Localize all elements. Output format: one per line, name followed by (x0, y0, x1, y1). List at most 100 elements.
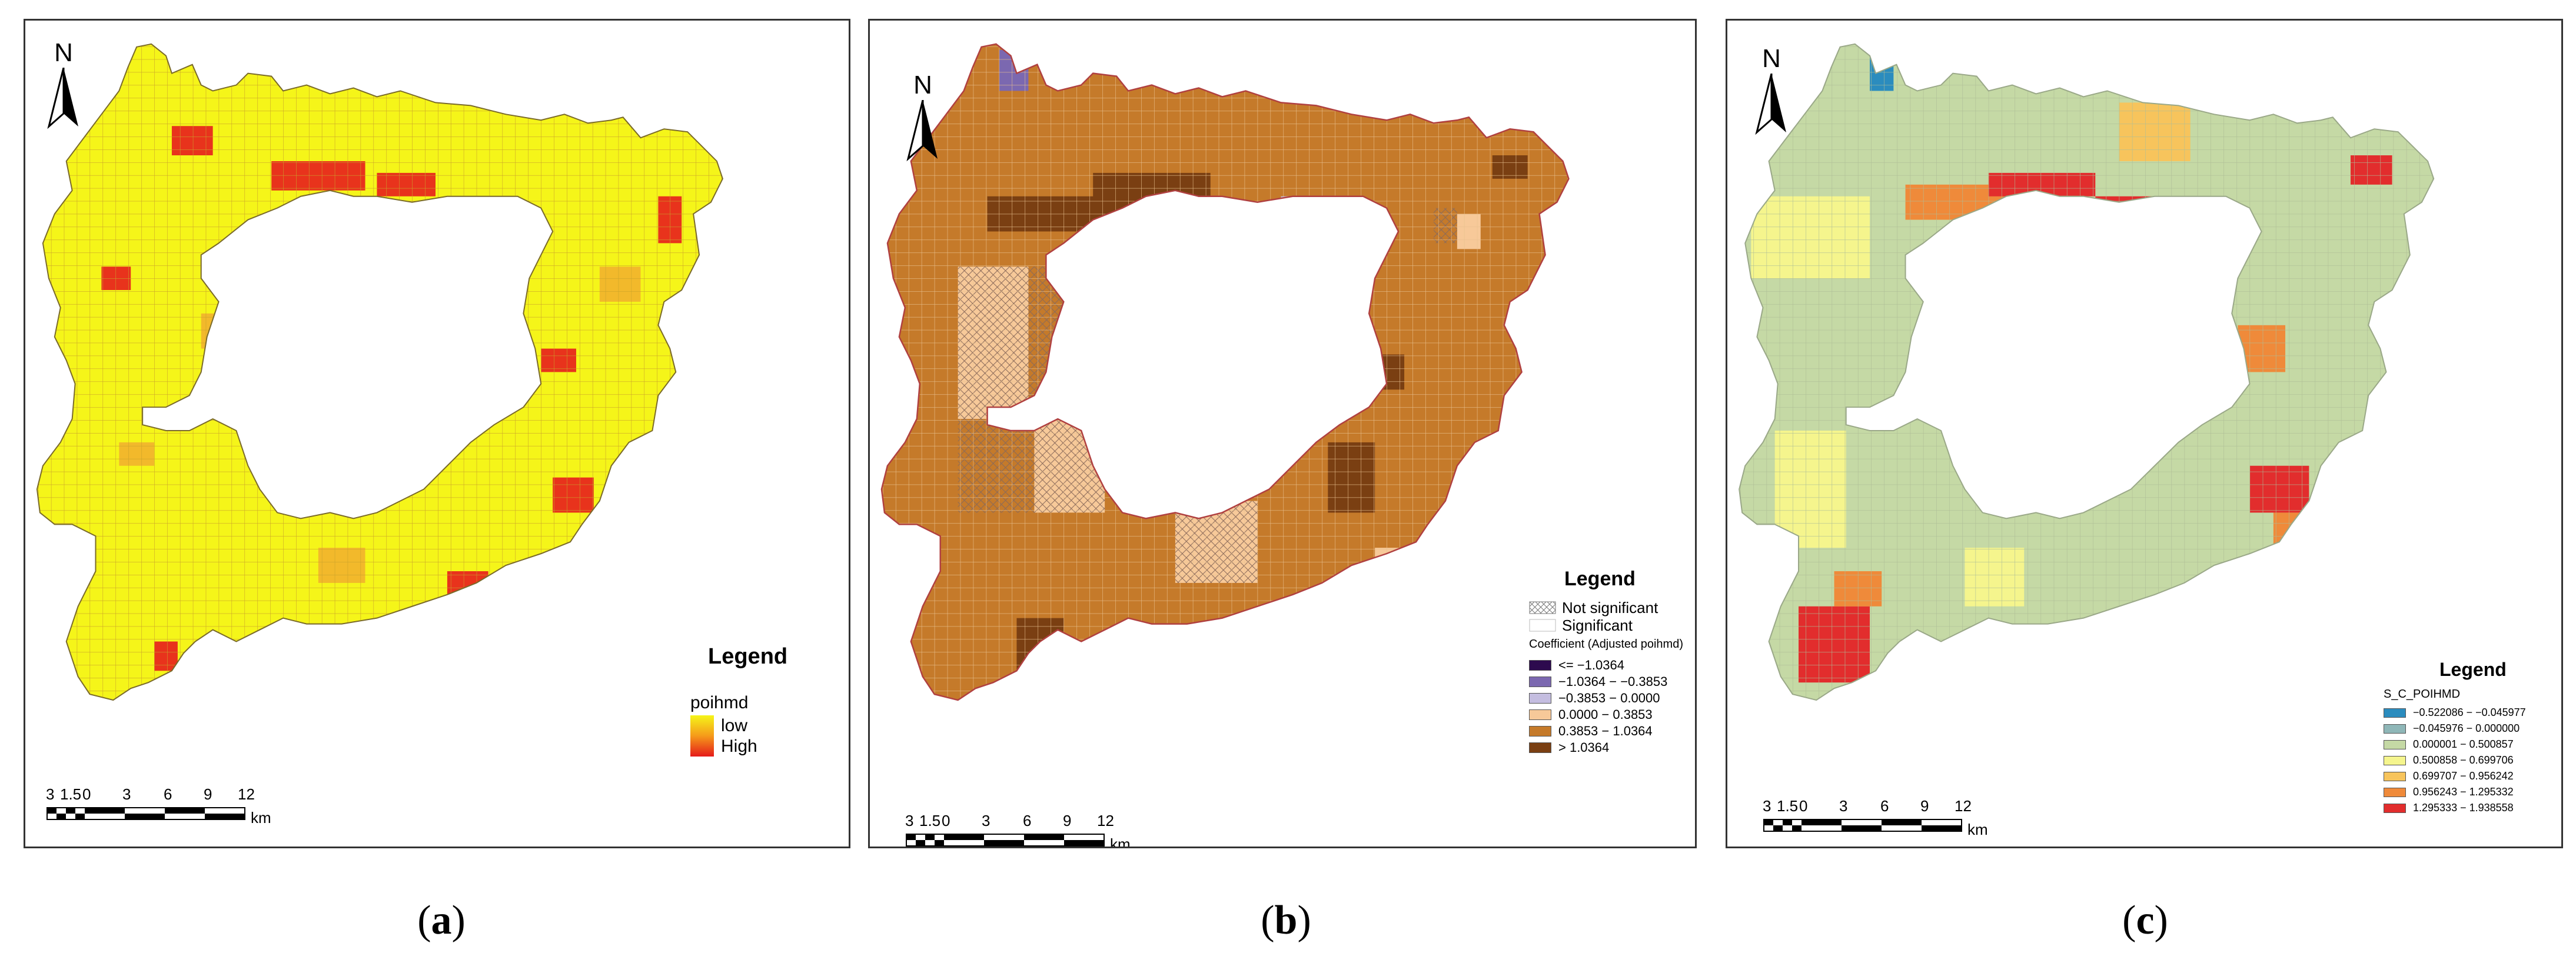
caption-letter: a (431, 898, 452, 943)
legend-a: Legend poihmd low High (690, 644, 787, 757)
legend-field: S_C_POIHMD (2384, 688, 2461, 701)
hatch-swatch (1529, 601, 1556, 614)
scale-bar-graphic (46, 807, 245, 820)
scale-bar-graphic (1763, 819, 1962, 832)
scale-unit: km (251, 809, 271, 827)
legend-swatch (2384, 787, 2406, 797)
scale-tick: 6 (1023, 812, 1032, 829)
legend-entry: 0.0000 − 0.3853 (1529, 707, 1683, 723)
scale-tick: 1.5 (1777, 797, 1799, 815)
legend-entry-low: low (721, 716, 748, 735)
scale-tick: 9 (1063, 812, 1072, 829)
legend-not-significant: Not significant (1529, 599, 1683, 617)
legend-swatch (2384, 771, 2406, 781)
legend-field: Coefficient (Adjusted poihmd) (1529, 638, 1683, 651)
legend-swatch (1529, 726, 1551, 737)
legend-label: Not significant (1562, 598, 1658, 617)
legend-entry: 1.295333 − 1.938558 (2384, 800, 2526, 816)
scale-bar-b: 3 1.5 0 3 6 9 12 km (905, 812, 1152, 848)
legend-label: −1.0364 − −0.3853 (1558, 674, 1668, 689)
legend-label: 0.0000 − 0.3853 (1558, 707, 1653, 722)
legend-field: poihmd (690, 693, 749, 712)
scale-bar-c: 3 1.5 0 3 6 9 12 km (1763, 797, 2010, 847)
scale-tick: 0 (942, 812, 950, 829)
scale-tick: 3 (122, 785, 131, 803)
legend-swatch (1529, 693, 1551, 704)
legend-significant: Significant (1529, 617, 1683, 634)
scale-tick: 3 (1763, 797, 1771, 815)
legend-label: 0.500858 − 0.699706 (2413, 754, 2514, 766)
scale-unit: km (1110, 835, 1131, 848)
legend-entries: <= −1.0364 −1.0364 − −0.3853 −0.3853 − 0.0… (1529, 657, 1683, 756)
legend-entry: 0.3853 − 1.0364 (1529, 723, 1683, 739)
scale-tick: 6 (164, 785, 172, 803)
not-significant-hatch (1105, 336, 1175, 408)
map-c-svg (1739, 43, 2435, 701)
legend-b: Legend Not significant Significant Coeff… (1529, 568, 1683, 756)
north-arrow-a: N (43, 38, 84, 132)
legend-entry: 0.500858 − 0.699706 (2384, 752, 2526, 768)
north-arrow-b: N (902, 71, 943, 165)
map-panel-a: N 3 1.5 0 3 6 9 12 km Legend poihmd (24, 19, 850, 848)
blank-swatch (1529, 619, 1556, 632)
legend-swatch (1529, 709, 1551, 720)
scale-bar-a: 3 1.5 0 3 6 9 12 km (46, 785, 293, 838)
legend-ramp: low High (690, 715, 787, 757)
scale-tick: 12 (1955, 797, 1972, 815)
scale-unit: km (1967, 821, 1988, 838)
legend-label: −0.522086 − −0.045977 (2413, 707, 2526, 718)
map-b-svg (880, 43, 1570, 701)
north-arrow-icon (906, 100, 938, 162)
caption-letter: b (1274, 898, 1298, 943)
scale-tick: 6 (1880, 797, 1889, 815)
legend-entry: −1.0364 − −0.3853 (1529, 674, 1683, 690)
legend-title: Legend (1564, 568, 1636, 590)
north-arrow-c: N (1751, 44, 1792, 138)
map-cell-cluster (2000, 231, 2019, 255)
color-ramp-swatch (690, 715, 714, 757)
scale-tick: 3 (46, 785, 55, 803)
legend-swatch (1529, 660, 1551, 671)
legend-entry: −0.522086 − −0.045977 (2384, 705, 2526, 721)
north-arrow-icon (47, 68, 78, 129)
scale-tick: 3 (905, 812, 914, 829)
legend-label: −0.045976 − 0.000000 (2413, 722, 2520, 734)
legend-entry-high: High (721, 737, 757, 756)
legend-label: <= −1.0364 (1558, 658, 1624, 672)
legend-c: Legend S_C_POIHMD −0.522086 − −0.045977−… (2384, 659, 2526, 816)
legend-label: 0.956243 − 1.295332 (2413, 786, 2514, 798)
legend-swatch (2384, 708, 2406, 718)
scale-tick: 0 (82, 785, 91, 803)
north-label: N (54, 38, 73, 67)
north-arrow-icon (1755, 74, 1786, 135)
map-panel-c: N 3 1.5 0 3 6 9 12 km Legend S_C_POIHMD … (1726, 19, 2563, 848)
legend-swatch (1529, 677, 1551, 687)
legend-entry: 0.699707 − 0.956242 (2384, 768, 2526, 784)
legend-entry: 0.956243 − 1.295332 (2384, 784, 2526, 800)
legend-entry: −0.3853 − 0.0000 (1529, 690, 1683, 707)
scale-tick: 0 (1799, 797, 1808, 815)
legend-swatch (1529, 742, 1551, 753)
legend-swatch (2384, 755, 2406, 765)
legend-label: 1.295333 − 1.938558 (2413, 802, 2514, 814)
legend-entry: 0.000001 − 0.500857 (2384, 737, 2526, 752)
scale-tick: 9 (204, 785, 212, 803)
scale-tick: 12 (1097, 812, 1114, 829)
caption-c: (c) (2122, 898, 2168, 943)
legend-entry: <= −1.0364 (1529, 657, 1683, 674)
legend-entry: −0.045976 − 0.000000 (2384, 721, 2526, 737)
legend-label: 0.699707 − 0.956242 (2413, 770, 2514, 782)
scale-bar-graphic (906, 834, 1105, 847)
scale-tick: 9 (1920, 797, 1929, 815)
north-label: N (913, 71, 932, 99)
legend-label: Significant (1562, 616, 1633, 634)
legend-label: > 1.0364 (1558, 740, 1610, 755)
caption-b: (b) (1261, 898, 1311, 943)
north-label: N (1762, 44, 1781, 73)
map-a-svg (36, 43, 723, 701)
scale-tick: 1.5 (60, 785, 82, 803)
legend-entries: −0.522086 − −0.045977 −0.045976 − 0.00000… (2384, 705, 2526, 816)
legend-title: Legend (708, 644, 788, 669)
legend-label: −0.3853 − 0.0000 (1558, 691, 1660, 705)
scale-tick: 12 (238, 785, 255, 803)
